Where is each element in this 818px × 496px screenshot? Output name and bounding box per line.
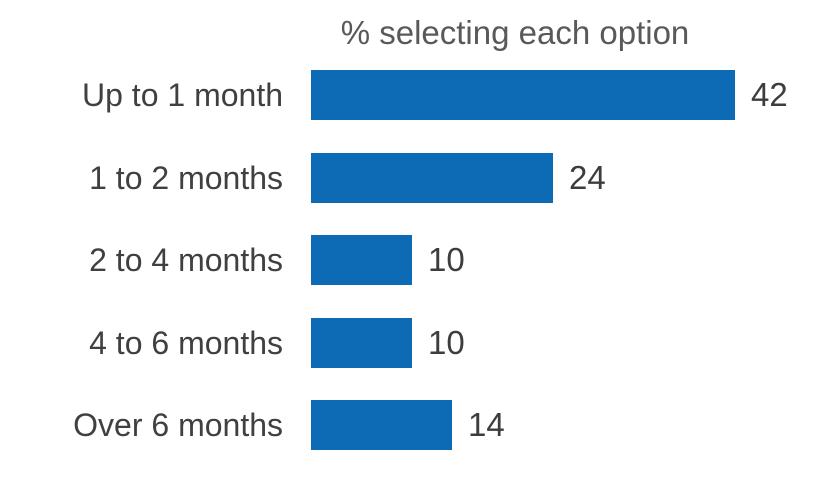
chart-title: % selecting each option (340, 14, 690, 51)
bar (311, 400, 452, 450)
bar (311, 317, 412, 368)
value-label: 10 (428, 241, 465, 278)
value-label: 42 (751, 76, 788, 113)
value-label: 10 (428, 323, 465, 361)
category-label: 1 to 2 months (89, 159, 283, 196)
bar (311, 152, 553, 203)
category-label: Over 6 months (73, 407, 283, 443)
category-label: 4 to 6 months (89, 324, 283, 361)
category-label: Up to 1 month (82, 77, 283, 113)
bar (311, 235, 412, 285)
value-label: 24 (569, 158, 606, 196)
category-label: 2 to 4 months (89, 242, 283, 278)
bar (311, 70, 735, 120)
value-label: 14 (468, 406, 505, 443)
